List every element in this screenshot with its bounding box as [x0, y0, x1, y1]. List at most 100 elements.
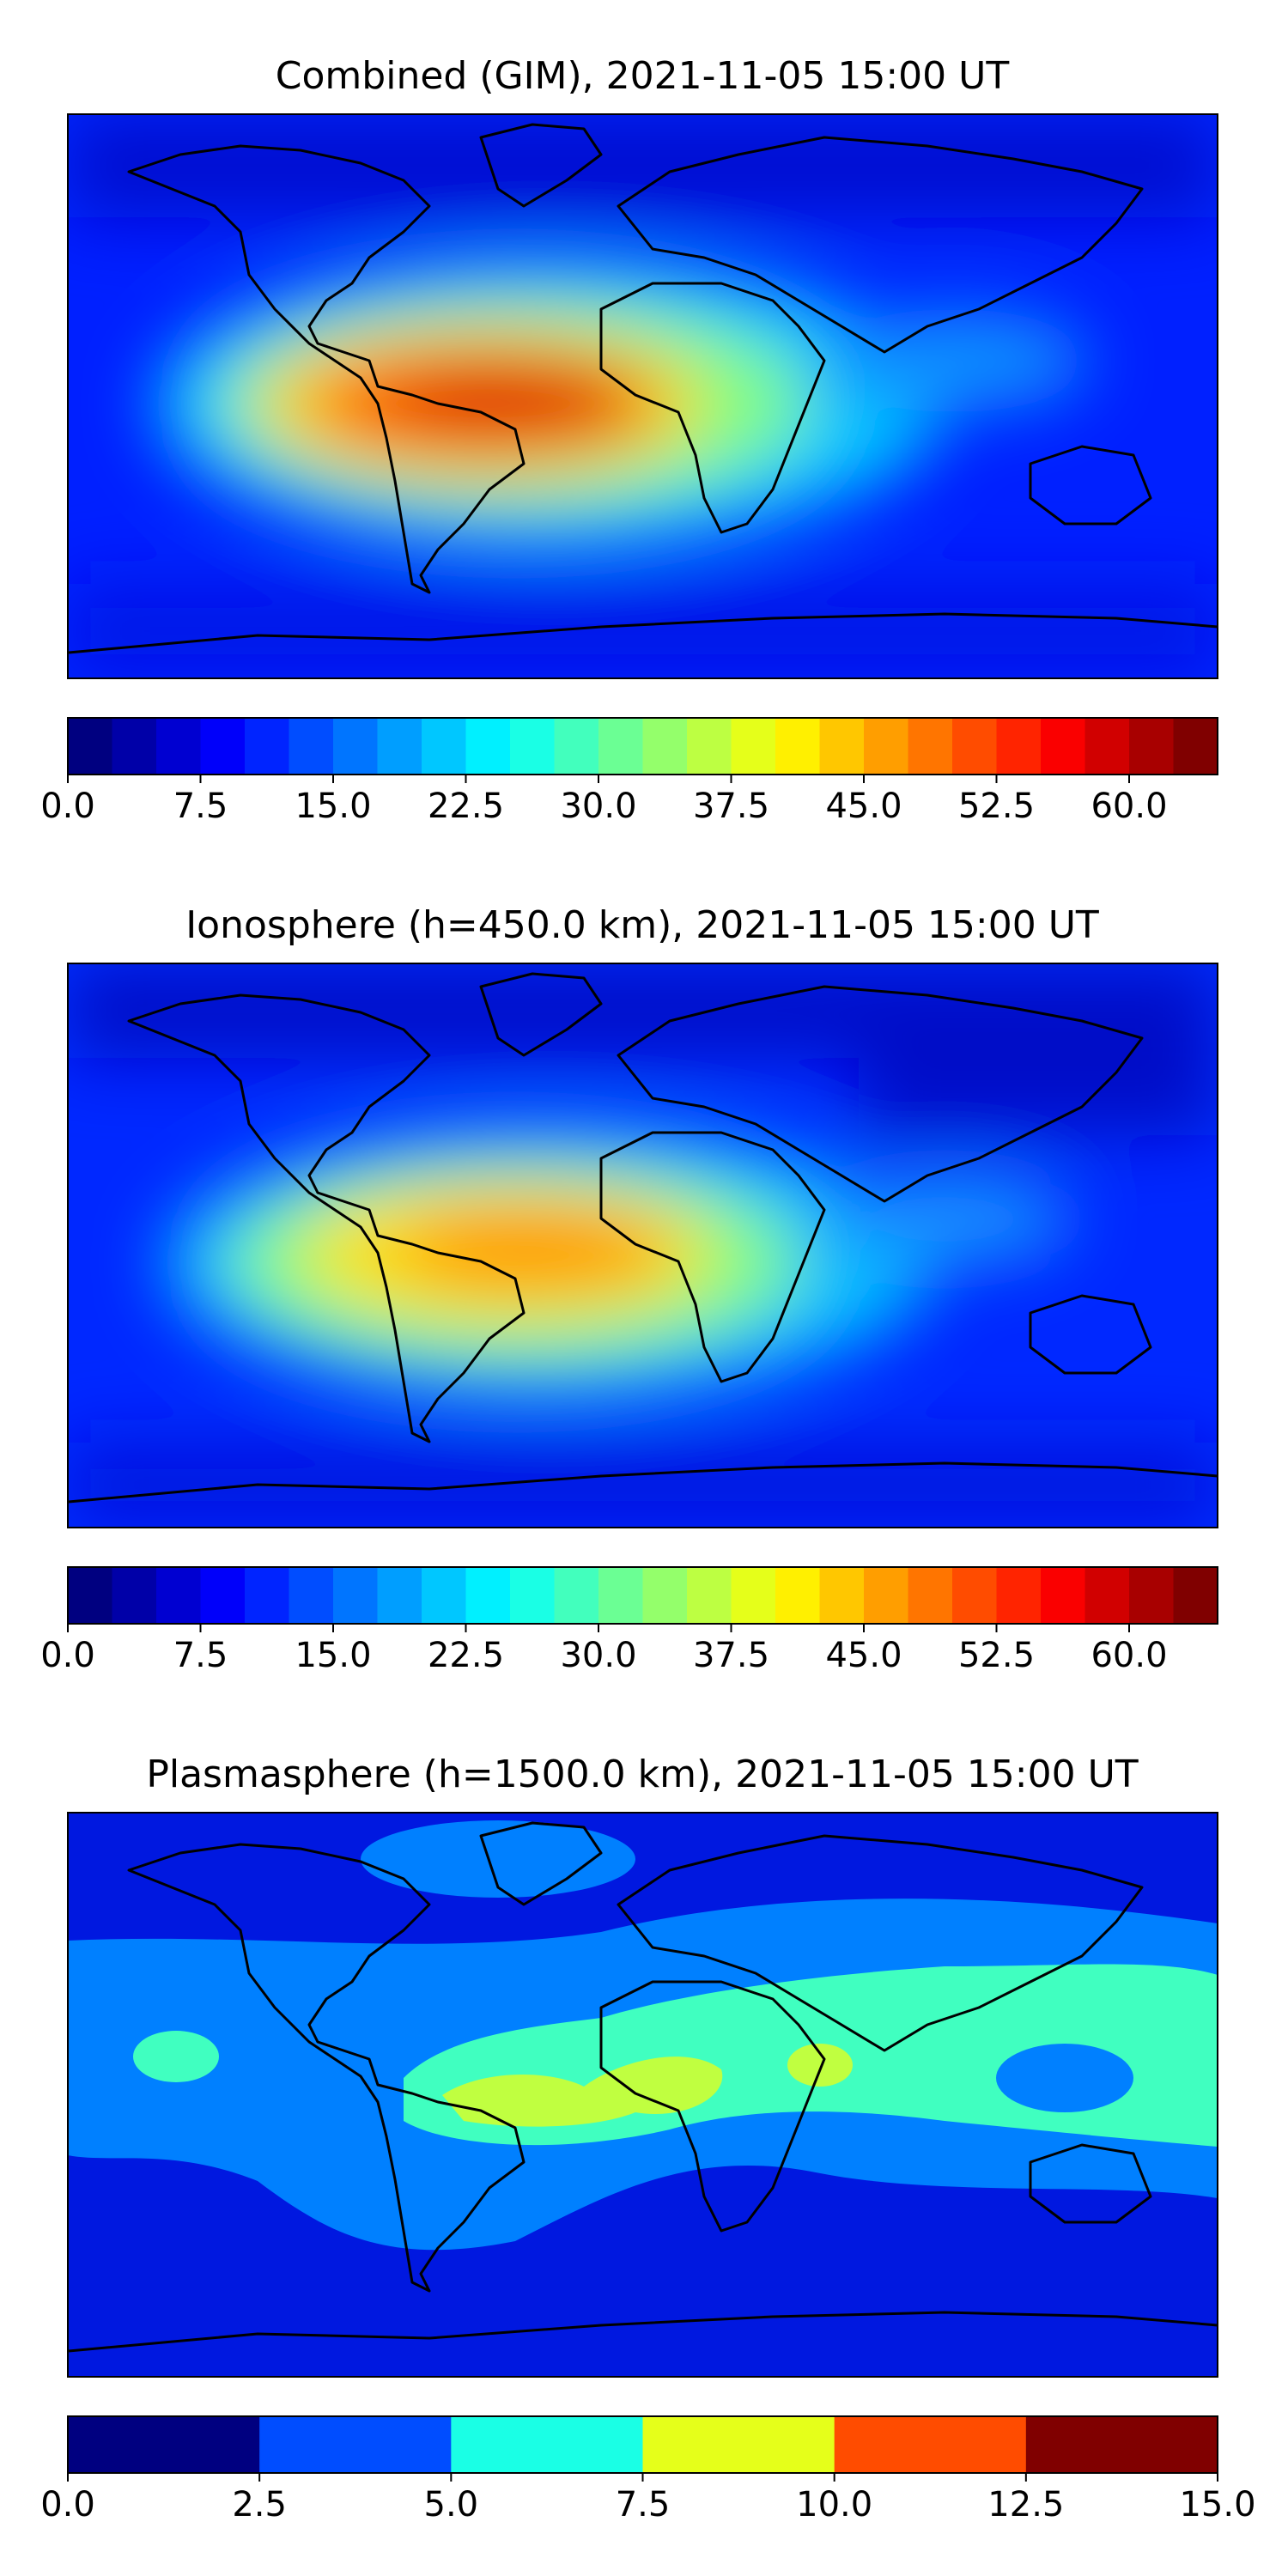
colorbar-tick-label: 7.5 — [173, 1636, 228, 1675]
colorbar-tick-label: 30.0 — [560, 1636, 636, 1675]
colorbar-bin — [642, 2416, 835, 2473]
colorbar: 0.0 2.5 5.0 7.5 10.0 12.5 15.0 — [40, 2415, 1256, 2524]
coastlines — [68, 1821, 1218, 2353]
colorbar: 0.0 7.5 15.0 22.5 30.0 37.5 45.0 52.5 60.0 — [40, 1566, 1218, 1675]
colorbar-bin — [908, 718, 953, 775]
map-area — [68, 1813, 1218, 2377]
colorbar-bin — [834, 2416, 1027, 2473]
colorbar-bin — [1173, 1567, 1218, 1624]
colorbar-bin — [377, 1567, 422, 1624]
colorbar-bin — [377, 718, 422, 775]
colorbar-bin — [333, 1567, 379, 1624]
colorbar-bin — [68, 2416, 260, 2473]
colorbar-bin — [996, 718, 1042, 775]
colorbar-bin — [422, 718, 467, 775]
colorbar-bin — [598, 1567, 644, 1624]
colorbar-bin — [465, 1567, 511, 1624]
colorbar-bin — [259, 2416, 452, 2473]
colorbar-tick-label: 0.0 — [40, 787, 95, 826]
tec-field — [68, 1820, 1218, 2251]
colorbar-bin — [819, 1567, 865, 1624]
colorbar-bin — [864, 718, 909, 775]
colorbar-tick-label: 52.5 — [958, 787, 1035, 826]
panel-ionosphere: Ionosphere (h=450.0 km), 2021-11-05 15:0… — [40, 903, 1218, 1675]
colorbar-tick-label: 2.5 — [232, 2485, 287, 2524]
colorbar-bin — [112, 1567, 157, 1624]
chart-title: Combined (GIM), 2021-11-05 15:00 UT — [276, 54, 1010, 98]
colorbar-tick-label: 0.0 — [40, 2485, 95, 2524]
colorbar-bin — [687, 718, 732, 775]
map-frame — [67, 113, 1218, 679]
colorbar-bin — [200, 1567, 246, 1624]
colorbar-bin — [996, 1567, 1042, 1624]
colorbar-bin — [289, 1567, 334, 1624]
colorbar-tick-label: 5.0 — [424, 2485, 479, 2524]
colorbar-tick-label: 15.0 — [295, 787, 371, 826]
colorbar-bin — [775, 1567, 821, 1624]
colorbar-frame — [67, 717, 1218, 775]
panel-combined: Combined (GIM), 2021-11-05 15:00 UT — [40, 54, 1218, 826]
colorbar-bin — [422, 1567, 467, 1624]
colorbar-bin — [333, 718, 379, 775]
colorbar-bin — [952, 1567, 998, 1624]
colorbar-bin — [1173, 718, 1218, 775]
colorbar-bin — [554, 718, 599, 775]
colorbar-tick-label: 22.5 — [428, 1636, 504, 1675]
panel-plasmasphere: Plasmasphere (h=1500.0 km), 2021-11-05 1… — [40, 1753, 1255, 2524]
colorbar-ticks: 0.0 7.5 15.0 22.5 30.0 37.5 45.0 52.5 60.0 — [40, 1624, 1168, 1675]
colorbar-bin — [465, 718, 511, 775]
colorbar-frame — [67, 1566, 1218, 1625]
colorbar-tick-label: 22.5 — [428, 787, 504, 826]
map-frame — [67, 1812, 1218, 2378]
band-5-7.5 — [133, 2031, 219, 2082]
colorbar-bin — [819, 718, 865, 775]
colorbar-bin — [200, 718, 246, 775]
colorbar-bin — [731, 718, 776, 775]
coastlines — [68, 123, 1218, 654]
colorbar-tick-label: 0.0 — [40, 1636, 95, 1675]
tec-field — [68, 114, 1218, 678]
colorbar-tick-label: 60.0 — [1091, 1636, 1167, 1675]
map-area — [68, 963, 1218, 1528]
colorbar-bins — [68, 1567, 1218, 1624]
coastlines — [68, 972, 1218, 1504]
colorbar-tick-label: 37.5 — [693, 787, 769, 826]
colorbar-ticks: 0.0 2.5 5.0 7.5 10.0 12.5 15.0 — [40, 2473, 1256, 2524]
chart-title: Ionosphere (h=450.0 km), 2021-11-05 15:0… — [185, 903, 1099, 947]
colorbar-bin — [952, 718, 998, 775]
colorbar-bin — [112, 718, 157, 775]
colorbar-bin — [642, 718, 688, 775]
colorbar-tick-label: 30.0 — [560, 787, 636, 826]
colorbar-bins — [68, 2416, 1218, 2473]
colorbar-tick-label: 10.0 — [796, 2485, 872, 2524]
map-area — [68, 114, 1218, 678]
colorbar-bin — [1041, 718, 1086, 775]
colorbar-bin — [908, 1567, 953, 1624]
colorbar-bin — [245, 1567, 290, 1624]
colorbar-bin — [1025, 2416, 1218, 2473]
band-7.5-10 — [442, 2057, 723, 2127]
colorbar-bin — [510, 1567, 556, 1624]
tec-field — [68, 963, 1218, 1528]
colorbar-bin — [451, 2416, 644, 2473]
band-2.5-5-hole — [996, 2044, 1133, 2112]
colorbar-bin — [775, 718, 821, 775]
colorbar-bin — [510, 718, 556, 775]
colorbar-bin — [156, 718, 202, 775]
colorbar-bin — [642, 1567, 688, 1624]
colorbar-tick-label: 15.0 — [295, 1636, 371, 1675]
colorbar-bin — [68, 718, 113, 775]
colorbar-bin — [1084, 1567, 1130, 1624]
band-7.5-10 — [787, 2044, 853, 2087]
colorbar-bins — [68, 718, 1218, 775]
colorbar-tick-label: 7.5 — [616, 2485, 671, 2524]
chart-title: Plasmasphere (h=1500.0 km), 2021-11-05 1… — [146, 1753, 1138, 1796]
colorbar-tick-label: 12.5 — [987, 2485, 1064, 2524]
colorbar: 0.0 7.5 15.0 22.5 30.0 37.5 45.0 52.5 60.0 — [40, 717, 1218, 826]
colorbar-bin — [1129, 718, 1175, 775]
colorbar-bin — [68, 1567, 113, 1624]
colorbar-tick-label: 15.0 — [1179, 2485, 1255, 2524]
colorbar-bin — [289, 718, 334, 775]
colorbar-tick-label: 7.5 — [173, 787, 228, 826]
colorbar-bin — [598, 718, 644, 775]
